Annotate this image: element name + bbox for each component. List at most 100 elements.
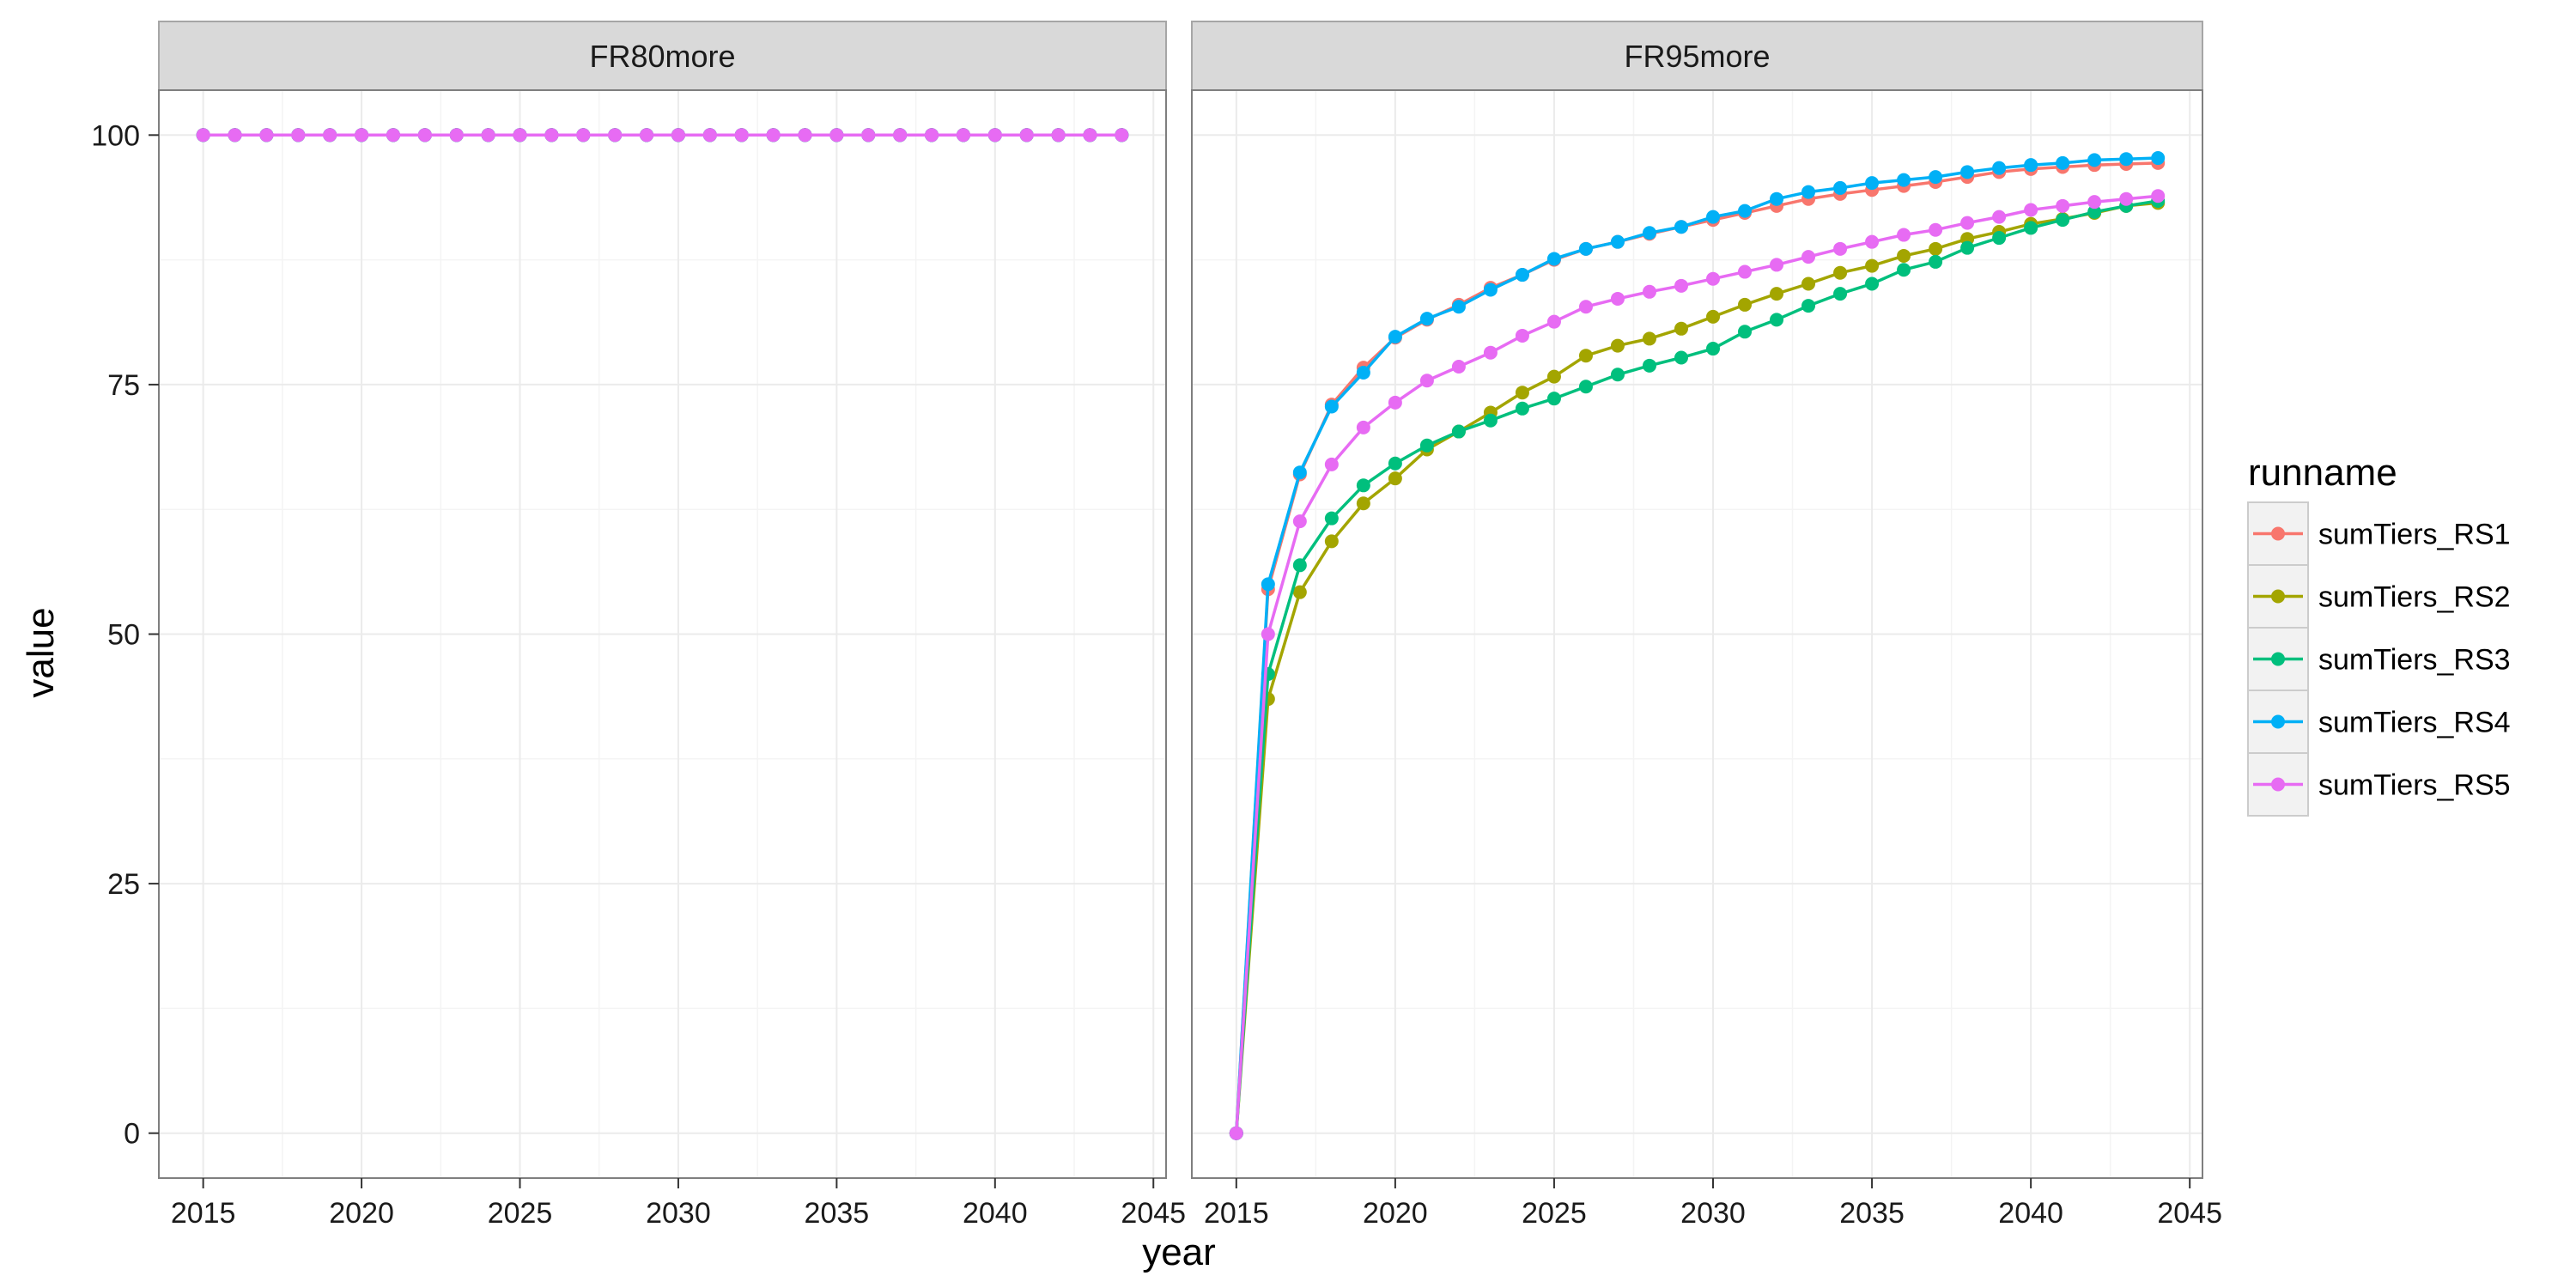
data-point-sumTiers_RS2 <box>1738 297 1753 312</box>
data-point-sumTiers_RS2 <box>1770 287 1784 301</box>
x-tick-label: 2030 <box>646 1197 711 1230</box>
x-tick-label: 2015 <box>1204 1197 1269 1230</box>
data-point-sumTiers_RS5 <box>1674 278 1688 293</box>
data-point-sumTiers_RS5 <box>1019 128 1034 143</box>
data-point-sumTiers_RS4 <box>2119 152 2134 167</box>
data-point-sumTiers_RS3 <box>2087 204 2102 219</box>
data-point-sumTiers_RS4 <box>1261 577 1275 592</box>
data-point-sumTiers_RS2 <box>1356 496 1370 511</box>
panel-border <box>1191 89 2203 1179</box>
x-tick-label: 2015 <box>171 1197 236 1230</box>
legend-label: sumTiers_RS2 <box>2318 581 2511 614</box>
data-point-sumTiers_RS5 <box>1929 222 1943 237</box>
data-point-sumTiers_RS4 <box>1833 180 1848 195</box>
y-tick-label: 0 <box>124 1118 140 1151</box>
data-point-sumTiers_RS5 <box>481 128 495 143</box>
data-point-sumTiers_RS3 <box>1770 313 1784 327</box>
x-tick-label: 2045 <box>1121 1197 1186 1230</box>
data-point-sumTiers_RS5 <box>1610 291 1625 306</box>
x-tick-label: 2025 <box>488 1197 553 1230</box>
data-point-sumTiers_RS5 <box>1292 514 1307 529</box>
legend-key-point <box>2271 714 2285 729</box>
data-point-sumTiers_RS4 <box>1929 170 1943 185</box>
data-point-sumTiers_RS5 <box>1115 128 1129 143</box>
data-point-sumTiers_RS4 <box>1738 204 1753 218</box>
data-point-sumTiers_RS4 <box>1483 283 1498 297</box>
x-tick-label: 2030 <box>1680 1197 1746 1230</box>
data-point-sumTiers_RS3 <box>1356 478 1370 493</box>
data-point-sumTiers_RS4 <box>1770 191 1784 206</box>
data-point-sumTiers_RS5 <box>323 128 337 143</box>
facet-panel-FR95more: FR95more 2015 2020 2025 2030 2035 2040 2045 <box>1191 21 2222 1230</box>
data-point-sumTiers_RS2 <box>1578 349 1593 363</box>
data-point-sumTiers_RS5 <box>1578 300 1593 314</box>
x-tick-label: 2035 <box>805 1197 870 1230</box>
data-point-sumTiers_RS5 <box>893 128 908 143</box>
data-point-sumTiers_RS3 <box>1929 254 1943 269</box>
data-point-sumTiers_RS3 <box>1706 342 1721 356</box>
data-point-sumTiers_RS5 <box>576 128 591 143</box>
data-point-sumTiers_RS2 <box>1388 471 1402 486</box>
data-point-sumTiers_RS5 <box>1960 216 1975 230</box>
data-point-sumTiers_RS4 <box>2087 153 2102 167</box>
data-point-sumTiers_RS5 <box>196 128 210 143</box>
data-point-sumTiers_RS5 <box>1801 250 1816 264</box>
x-tick-label: 2040 <box>963 1197 1028 1230</box>
legend-key-point <box>2271 777 2285 792</box>
data-point-sumTiers_RS5 <box>1419 374 1434 388</box>
data-point-sumTiers_RS5 <box>1083 128 1097 143</box>
facet-strip <box>158 21 1167 91</box>
data-point-sumTiers_RS5 <box>1451 359 1466 374</box>
data-point-sumTiers_RS5 <box>1388 395 1402 410</box>
data-point-sumTiers_RS3 <box>1546 392 1561 406</box>
data-point-sumTiers_RS3 <box>1833 287 1848 301</box>
data-point-sumTiers_RS4 <box>1865 176 1880 191</box>
data-point-sumTiers_RS5 <box>513 128 527 143</box>
data-point-sumTiers_RS5 <box>671 128 685 143</box>
data-point-sumTiers_RS2 <box>1292 585 1307 599</box>
data-point-sumTiers_RS5 <box>608 128 623 143</box>
data-point-sumTiers_RS2 <box>1706 309 1721 324</box>
data-point-sumTiers_RS5 <box>702 128 717 143</box>
data-point-sumTiers_RS3 <box>1324 511 1339 526</box>
legend-label: sumTiers_RS4 <box>2318 707 2511 739</box>
data-point-sumTiers_RS5 <box>640 128 654 143</box>
data-point-sumTiers_RS3 <box>2024 221 2038 235</box>
y-tick-label: 50 <box>107 619 140 652</box>
data-point-sumTiers_RS4 <box>1515 268 1529 283</box>
data-point-sumTiers_RS5 <box>1897 228 1911 242</box>
facet-strip-label: FR95more <box>1624 39 1770 74</box>
data-point-sumTiers_RS5 <box>228 128 242 143</box>
data-point-sumTiers_RS5 <box>1738 264 1753 279</box>
data-point-sumTiers_RS5 <box>1770 258 1784 272</box>
data-point-sumTiers_RS4 <box>1388 330 1402 344</box>
x-tick-label: 2035 <box>1839 1197 1905 1230</box>
y-tick-label: 25 <box>107 868 140 901</box>
data-point-sumTiers_RS5 <box>1546 314 1561 329</box>
x-tick-label: 2020 <box>1363 1197 1428 1230</box>
data-point-sumTiers_RS5 <box>1642 284 1656 299</box>
data-point-sumTiers_RS5 <box>1865 234 1880 249</box>
legend-key-point <box>2271 526 2285 541</box>
data-point-sumTiers_RS5 <box>2087 195 2102 210</box>
data-point-sumTiers_RS3 <box>1578 380 1593 394</box>
data-point-sumTiers_RS3 <box>1865 276 1880 291</box>
data-point-sumTiers_RS5 <box>386 128 400 143</box>
data-point-sumTiers_RS5 <box>766 128 781 143</box>
data-point-sumTiers_RS5 <box>259 128 274 143</box>
legend-key-point <box>2271 589 2285 604</box>
x-tick-label: 2045 <box>2157 1197 2222 1230</box>
data-point-sumTiers_RS3 <box>1992 231 2007 246</box>
data-point-sumTiers_RS4 <box>1992 161 2007 175</box>
data-point-sumTiers_RS5 <box>956 128 970 143</box>
data-point-sumTiers_RS4 <box>1706 210 1721 224</box>
data-point-sumTiers_RS5 <box>1356 420 1370 434</box>
legend-key-point <box>2271 652 2285 666</box>
data-point-sumTiers_RS5 <box>925 128 939 143</box>
data-point-sumTiers_RS5 <box>861 128 876 143</box>
data-point-sumTiers_RS2 <box>1610 338 1625 353</box>
x-tick-label: 2040 <box>1998 1197 2063 1230</box>
data-point-sumTiers_RS5 <box>829 128 844 143</box>
